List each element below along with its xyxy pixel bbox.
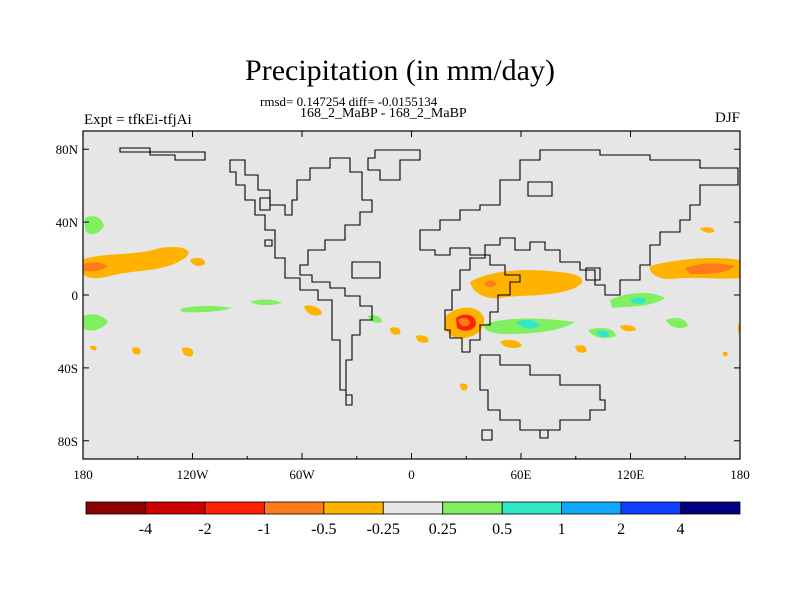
colorbar-label: -2	[198, 521, 211, 538]
colorbar-label: -1	[258, 521, 271, 538]
colorbar-box	[145, 501, 206, 515]
colorbar-label: 0.5	[492, 521, 512, 538]
plot-area	[82, 130, 741, 460]
patch-np-dot	[700, 227, 715, 233]
patch-np-orange	[83, 246, 189, 279]
x-tick-label: 0	[408, 467, 415, 482]
x-tick-label: 120W	[177, 467, 210, 482]
island-1	[259, 197, 271, 211]
colorbar-label: -0.25	[367, 521, 400, 538]
colorbar-label: 1	[558, 521, 566, 538]
colorbar-label: 0.25	[429, 521, 457, 538]
colorbar-box	[620, 501, 681, 515]
colorbar-box	[382, 501, 444, 515]
x-tick-label: 120E	[617, 467, 645, 482]
patch-sp-dot	[132, 347, 141, 355]
continent-outlines	[119, 147, 739, 441]
chart-title: Precipitation (in mm/day)	[245, 54, 555, 87]
patch-sa-dot2	[416, 335, 429, 343]
patch-sp-green	[83, 314, 108, 331]
patch-np-darkorange	[84, 262, 108, 272]
y-tick-label: 40N	[56, 215, 79, 230]
patch-p-strip2	[250, 299, 282, 306]
y-tick-label: 80N	[56, 142, 79, 157]
patch-io-dot	[575, 345, 587, 353]
patch-io-cyan2	[596, 330, 610, 337]
patch-sp-dot2	[182, 347, 194, 357]
patch-sp-dot3	[90, 345, 97, 351]
anomaly-patches	[83, 216, 740, 391]
caspian-outline	[527, 181, 553, 197]
colorbar-box	[561, 501, 622, 515]
x-tick-label: 60E	[511, 467, 532, 482]
y-tick-label: 0	[72, 288, 79, 303]
patch-p-strip	[180, 305, 232, 313]
india-box	[585, 267, 601, 281]
colorbar-label: 4	[677, 521, 685, 538]
x-tick-label: 60W	[289, 467, 315, 482]
colorbar-label: -4	[139, 521, 152, 538]
patch-sa-dot	[390, 327, 401, 335]
x-tick-label: 180	[73, 467, 93, 482]
southern-island	[481, 429, 493, 441]
colorbar-box	[323, 501, 384, 515]
patch-so-dot	[460, 383, 468, 391]
colorbar-box	[680, 501, 741, 515]
colorbar-box	[263, 501, 325, 515]
patch-io-orange	[500, 339, 522, 349]
y-tick-label: 80S	[58, 434, 78, 449]
colorbar-label: 2	[617, 521, 625, 538]
colorbar-box	[204, 501, 265, 515]
eurasia-africa-outline	[419, 149, 739, 353]
colorbar-box	[85, 501, 146, 515]
greenland-outline	[367, 149, 421, 181]
southern-landmass-outline	[479, 354, 606, 431]
patch-wp-green2	[666, 318, 688, 328]
patch-sa-orange	[304, 305, 322, 316]
europe-south-outline	[351, 261, 381, 279]
y-axis: 80N 40N 0 40S 80S	[56, 142, 740, 449]
patch-ep-dark	[685, 263, 735, 274]
stats-line: rmsd= 0.147254 diff= -0.0155134	[260, 94, 438, 109]
colorbar-label: -0.5	[311, 521, 336, 538]
x-axis: 180 120W 60W 0 60E 120E 180	[73, 131, 750, 482]
patch-edge-dot	[738, 323, 740, 334]
patch-np-green	[85, 216, 104, 235]
americas-outline	[229, 157, 373, 406]
patch-wp-cyan	[630, 297, 646, 304]
island-2	[264, 239, 273, 247]
southern-island-2	[539, 429, 549, 439]
colorbar-box	[501, 501, 563, 515]
colorbar-box	[442, 501, 503, 515]
patch-np-small	[190, 257, 206, 267]
colorbar: -4 -2 -1 -0.5 -0.25 0.25 0.5 1 2 4	[85, 501, 741, 538]
patch-io-dot2	[620, 325, 636, 332]
patch-safrica-core	[458, 317, 470, 327]
x-tick-label: 180	[730, 467, 750, 482]
patch-sp-dot4	[722, 351, 728, 357]
season-label: DJF	[714, 110, 740, 126]
experiment-label: Expt = tfkEi-tfjAi	[84, 112, 192, 128]
patch-africa-dark	[484, 280, 497, 288]
chart-subtitle: 168_2_MaBP - 168_2_MaBP	[300, 106, 467, 121]
arctic-outline	[119, 147, 206, 161]
y-tick-label: 40S	[58, 361, 78, 376]
patch-io-cyan	[517, 319, 540, 329]
patch-africa-orange	[470, 270, 583, 299]
